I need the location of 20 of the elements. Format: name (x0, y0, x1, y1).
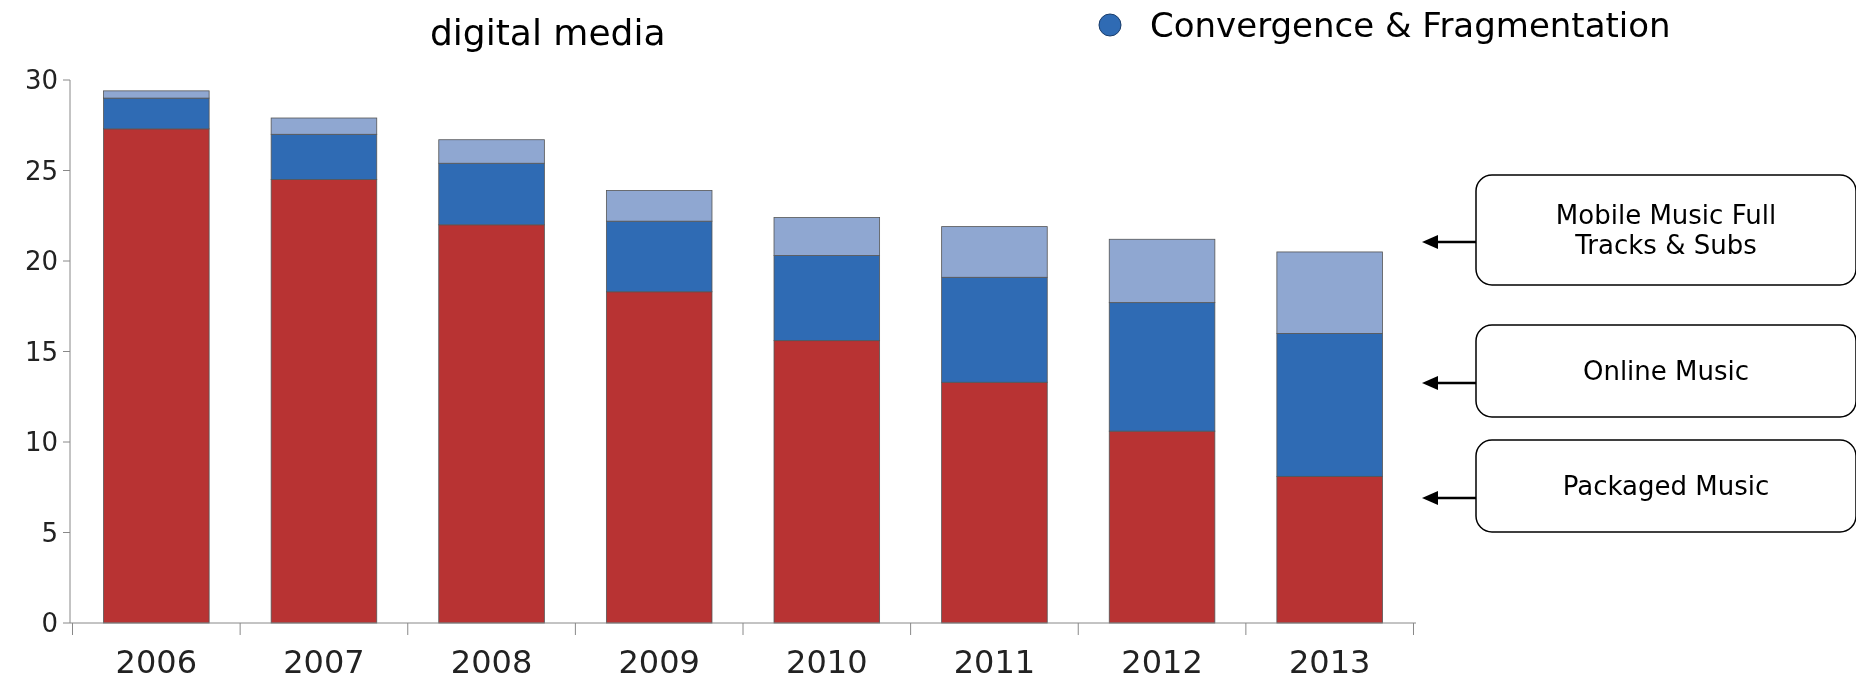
x-tick-label: 2006 (115, 643, 198, 681)
text: Online Music (1582, 356, 1750, 387)
x-tick-label: 2012 (1121, 643, 1203, 681)
x-tick-label: 2011 (953, 643, 1036, 681)
x-tick-label: 2010 (786, 643, 868, 681)
text: Mobile Music Full Tracks & Subs (1555, 200, 1777, 260)
y-tick-label: 15 (24, 336, 58, 367)
text: digital media (430, 12, 666, 53)
y-tick-label: 5 (41, 517, 58, 548)
y-tick-label: 30 (24, 65, 58, 96)
text: Convergence & Fragmentation (1150, 5, 1671, 45)
x-tick-label: 2007 (283, 643, 365, 681)
x-tick-label: 2013 (1288, 643, 1371, 681)
text: Packaged Music (1562, 471, 1770, 502)
y-tick-label: 0 (41, 608, 58, 639)
y-tick-label: 20 (24, 246, 58, 277)
y-tick-label: 25 (24, 155, 58, 186)
y-tick-label: 10 (24, 427, 58, 458)
x-tick-label: 2008 (450, 643, 533, 681)
x-tick-label: 2009 (618, 643, 700, 681)
